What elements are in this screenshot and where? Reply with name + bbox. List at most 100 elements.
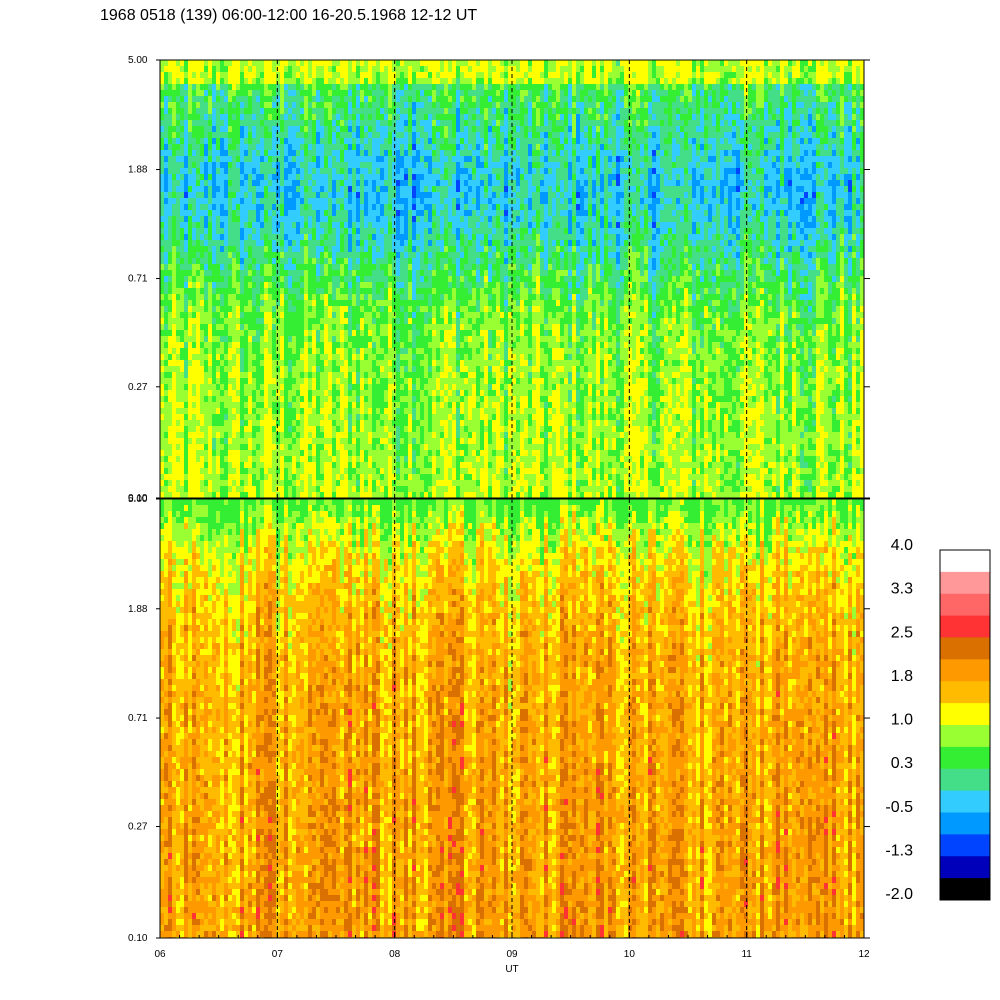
- heatmap-cell: [372, 72, 377, 79]
- heatmap-cell: [188, 156, 193, 163]
- heatmap-cell: [524, 150, 529, 157]
- heatmap-cell: [224, 90, 229, 97]
- heatmap-cell: [444, 216, 449, 223]
- heatmap-cell: [172, 192, 177, 199]
- heatmap-cell: [804, 132, 809, 139]
- heatmap-cell: [548, 120, 553, 127]
- heatmap-cell: [852, 198, 857, 205]
- heatmap-cell: [320, 210, 325, 217]
- heatmap-cell: [408, 162, 413, 169]
- heatmap-cell: [644, 138, 649, 145]
- heatmap-cell: [848, 150, 853, 157]
- heatmap-cell: [776, 78, 781, 85]
- heatmap-cell: [356, 210, 361, 217]
- heatmap-cell: [624, 102, 629, 109]
- heatmap-cell: [676, 210, 681, 217]
- heatmap-cell: [476, 144, 481, 151]
- heatmap-cell: [716, 138, 721, 145]
- heatmap-cell: [520, 78, 525, 85]
- heatmap-cell: [244, 84, 249, 91]
- heatmap-cell: [788, 138, 793, 145]
- heatmap-cell: [308, 126, 313, 133]
- heatmap-cell: [408, 126, 413, 133]
- heatmap-cell: [800, 216, 805, 223]
- heatmap-cell: [332, 174, 337, 181]
- heatmap-cell: [700, 162, 705, 169]
- heatmap-cell: [408, 150, 413, 157]
- heatmap-cell: [308, 150, 313, 157]
- heatmap-cell: [396, 60, 401, 67]
- heatmap-cell: [456, 204, 461, 211]
- heatmap-cell: [644, 60, 649, 67]
- heatmap-cell: [264, 168, 269, 175]
- heatmap-cell: [452, 120, 457, 127]
- heatmap-cell: [428, 150, 433, 157]
- heatmap-cell: [288, 90, 293, 97]
- heatmap-cell: [444, 60, 449, 67]
- heatmap-cell: [848, 168, 853, 175]
- heatmap-cell: [404, 90, 409, 97]
- heatmap-cell: [580, 156, 585, 163]
- heatmap-cell: [636, 198, 641, 205]
- heatmap-cell: [700, 96, 705, 103]
- heatmap-cell: [472, 204, 477, 211]
- heatmap-cell: [768, 132, 773, 139]
- heatmap-cell: [720, 168, 725, 175]
- heatmap-cell: [792, 180, 797, 187]
- heatmap-cell: [264, 222, 269, 229]
- heatmap-cell: [612, 90, 617, 97]
- heatmap-cell: [220, 198, 225, 205]
- heatmap-cell: [480, 174, 485, 181]
- heatmap-cell: [280, 162, 285, 169]
- heatmap-cell: [180, 156, 185, 163]
- heatmap-cell: [276, 96, 281, 103]
- heatmap-cell: [424, 60, 429, 67]
- heatmap-cell: [756, 168, 761, 175]
- heatmap-cell: [788, 222, 793, 229]
- heatmap-cell: [196, 90, 201, 97]
- heatmap-cell: [556, 210, 561, 217]
- heatmap-cell: [516, 144, 521, 151]
- heatmap-cell: [320, 204, 325, 211]
- heatmap-cell: [760, 78, 765, 85]
- heatmap-cell: [576, 60, 581, 67]
- heatmap-cell: [664, 156, 669, 163]
- heatmap-cell: [164, 156, 169, 163]
- heatmap-cell: [616, 72, 621, 79]
- heatmap-cell: [440, 84, 445, 91]
- heatmap-cell: [660, 198, 665, 205]
- heatmap-cell: [352, 222, 357, 229]
- heatmap-cell: [212, 198, 217, 205]
- heatmap-cell: [360, 60, 365, 67]
- heatmap-cell: [464, 144, 469, 151]
- heatmap-cell: [208, 144, 213, 151]
- heatmap-cell: [628, 192, 633, 199]
- heatmap-cell: [292, 138, 297, 145]
- heatmap-cell: [664, 216, 669, 223]
- heatmap-cell: [696, 198, 701, 205]
- heatmap-cell: [808, 144, 813, 151]
- heatmap-cell: [340, 168, 345, 175]
- heatmap-cell: [516, 174, 521, 181]
- heatmap-cell: [652, 102, 657, 109]
- heatmap-cell: [676, 66, 681, 73]
- heatmap-cell: [544, 192, 549, 199]
- heatmap-cell: [816, 168, 821, 175]
- heatmap-cell: [464, 162, 469, 169]
- heatmap-cell: [660, 174, 665, 181]
- heatmap-cell: [576, 150, 581, 157]
- heatmap-cell: [428, 126, 433, 133]
- heatmap-cell: [604, 174, 609, 181]
- heatmap-cell: [808, 108, 813, 115]
- heatmap-cell: [584, 180, 589, 187]
- heatmap-cell: [488, 72, 493, 79]
- heatmap-cell: [484, 78, 489, 85]
- heatmap-cell: [260, 192, 265, 199]
- heatmap-cell: [336, 120, 341, 127]
- heatmap-cell: [316, 126, 321, 133]
- heatmap-cell: [216, 78, 221, 85]
- heatmap-cell: [580, 72, 585, 79]
- heatmap-cell: [328, 114, 333, 121]
- heatmap-cell: [184, 156, 189, 163]
